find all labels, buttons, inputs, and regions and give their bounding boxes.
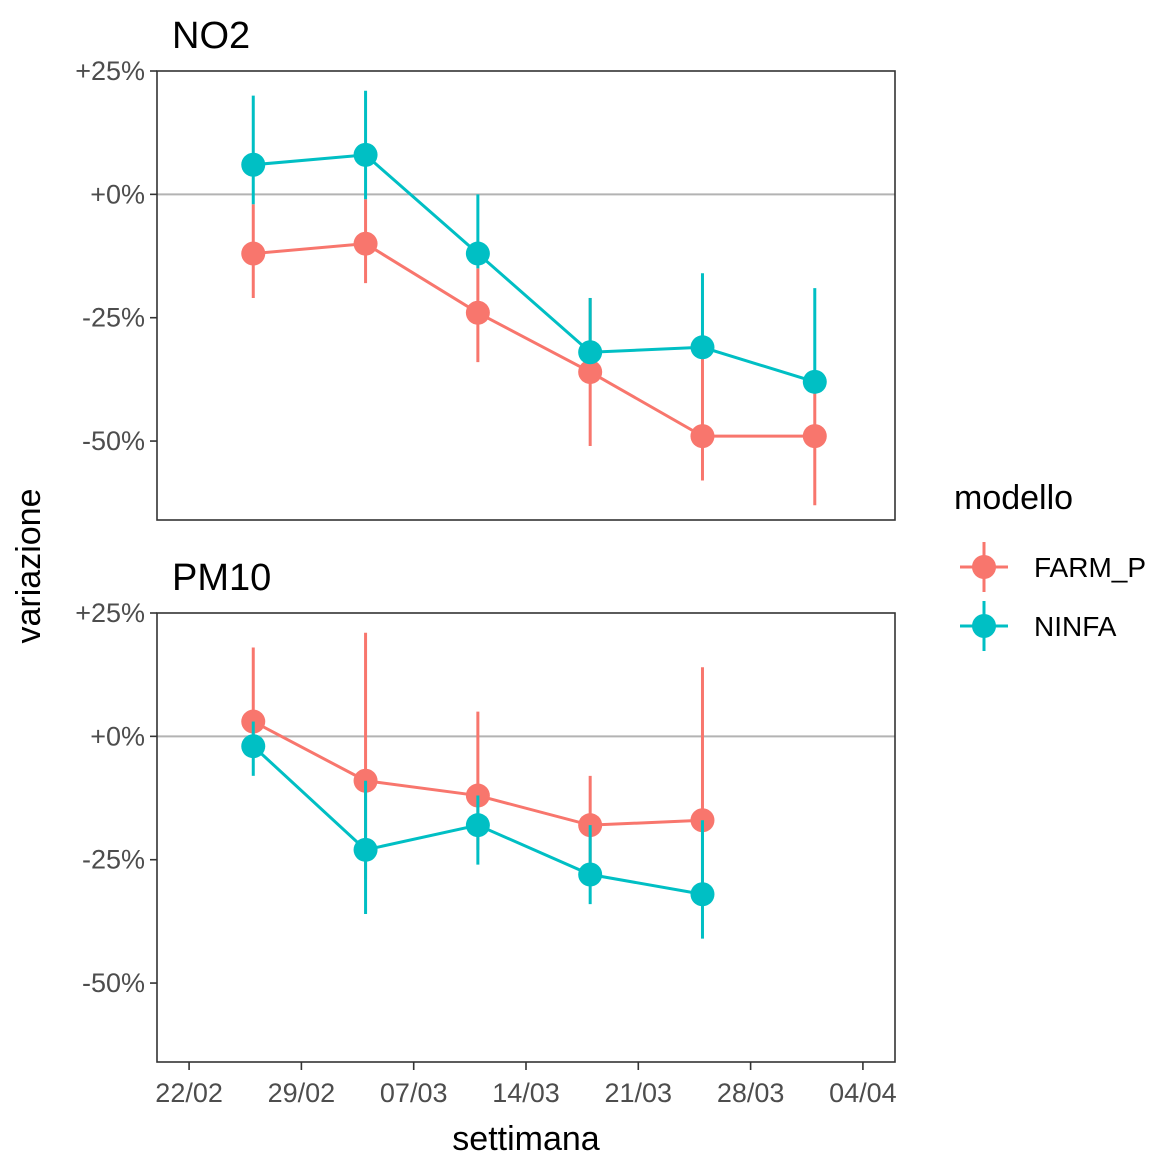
data-point-farm-p	[241, 241, 266, 266]
data-point-farm-p	[802, 424, 827, 449]
data-point-ninfa	[690, 882, 715, 907]
series-line-farm-p	[253, 242, 815, 438]
data-point-ninfa	[353, 837, 378, 862]
legend-title: modello	[954, 479, 1073, 517]
panel-pm10: PM10 +25% +0% -25% -50%	[75, 557, 896, 1063]
legend-label: NINFA	[1034, 611, 1117, 642]
legend: modello FARM_P NINFA	[954, 479, 1146, 651]
y-tick-label: +0%	[90, 179, 145, 209]
panel-title: NO2	[172, 15, 250, 57]
data-point-ninfa	[802, 369, 827, 394]
y-tick-label: -50%	[82, 968, 145, 998]
data-point-ninfa	[465, 241, 490, 266]
panel-no2: NO2 +25% +0% -25% -50%	[75, 15, 896, 521]
y-tick-label: +0%	[90, 721, 145, 751]
x-tick-label: 22/02	[155, 1078, 223, 1108]
data-point-ninfa	[578, 340, 603, 365]
y-axis-title: variazione	[10, 489, 48, 644]
x-axis-title: settimana	[452, 1120, 599, 1155]
panel-border	[156, 70, 896, 521]
x-tick-label: 28/03	[717, 1078, 785, 1108]
data-point-farm-p	[353, 231, 378, 256]
legend-swatch	[972, 555, 996, 579]
data-point-farm-p	[578, 359, 603, 384]
data-point-ninfa	[353, 142, 378, 167]
legend-item-ninfa: NINFA	[960, 601, 1117, 651]
data-point-ninfa	[241, 152, 266, 177]
data-point-farm-p	[465, 300, 490, 325]
y-tick-label: -25%	[82, 303, 145, 333]
y-tick-label: +25%	[75, 56, 145, 86]
y-tick-label: -25%	[82, 845, 145, 875]
legend-swatch	[972, 614, 996, 638]
data-point-ninfa	[241, 734, 266, 759]
y-tick-label: +25%	[75, 598, 145, 628]
data-point-ninfa	[465, 813, 490, 838]
legend-label: FARM_P	[1034, 552, 1146, 583]
panel-title: PM10	[172, 557, 271, 599]
x-tick-label: 04/04	[829, 1078, 897, 1108]
x-tick-label: 14/03	[492, 1078, 560, 1108]
data-point-farm-p	[690, 424, 715, 449]
legend-item-farm-p: FARM_P	[960, 542, 1146, 592]
y-tick-label: -50%	[82, 426, 145, 456]
series-line-ninfa	[253, 153, 816, 384]
x-axis: 22/02 29/02 07/03 14/03 21/03 28/03 04/04	[155, 1062, 897, 1108]
x-tick-label: 07/03	[380, 1078, 448, 1108]
data-point-ninfa	[578, 862, 603, 887]
data-point-ninfa	[690, 335, 715, 360]
x-tick-label: 29/02	[268, 1078, 336, 1108]
x-tick-label: 21/03	[605, 1078, 673, 1108]
